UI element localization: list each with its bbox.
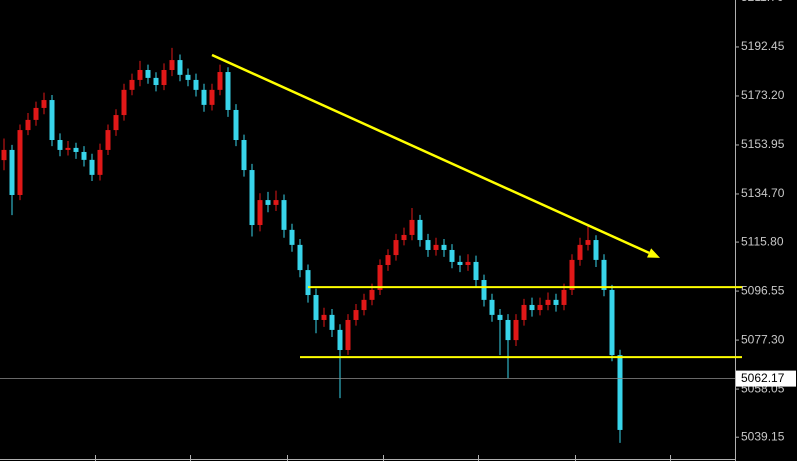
candle-body: [273, 200, 279, 205]
candle-body: [321, 314, 327, 320]
candle-body: [401, 234, 407, 241]
candle-body: [289, 229, 295, 245]
candle-body: [145, 70, 151, 78]
candle-body: [481, 280, 487, 300]
candle-body: [385, 255, 391, 265]
candle-body: [393, 240, 399, 256]
candle-body: [217, 72, 223, 90]
candle-body: [417, 219, 423, 241]
candle-body: [41, 100, 47, 108]
candle-body: [465, 261, 471, 265]
candle-body: [257, 200, 263, 226]
candle-body: [425, 240, 431, 250]
candle-body: [153, 77, 159, 86]
candle-body: [601, 259, 607, 290]
candle-body: [585, 240, 591, 245]
candle-body: [265, 200, 271, 205]
candle-body: [1, 149, 7, 161]
candle-body: [201, 89, 207, 105]
candle-body: [49, 100, 55, 141]
candle-body: [233, 109, 239, 141]
y-tick-label: 5096.55: [741, 283, 785, 297]
candle-body: [185, 74, 191, 80]
candle-body: [241, 140, 247, 171]
candle-body: [249, 170, 255, 226]
candle-body: [329, 314, 335, 330]
candle-body: [353, 310, 359, 320]
candle-body: [497, 314, 503, 320]
candle-body: [297, 244, 303, 271]
y-tick-label: 5173.20: [741, 88, 785, 102]
candle-body: [25, 119, 31, 131]
y-tick-label: 5115.80: [741, 234, 784, 248]
y-tick-label: 5192.45: [741, 39, 785, 53]
candle-body: [449, 249, 455, 262]
trend-line: [211, 53, 650, 255]
current-price-label: 5062.17: [741, 371, 785, 385]
y-tick-label: 5077.30: [741, 332, 785, 346]
candle-body: [209, 89, 215, 105]
candle-body: [65, 147, 71, 150]
candle-body: [129, 79, 135, 90]
candle-body: [521, 304, 527, 320]
candle-body: [441, 244, 447, 250]
candle-body: [105, 130, 111, 150]
candle-body: [121, 89, 127, 116]
candle-body: [225, 72, 231, 110]
candle-body: [73, 147, 79, 152]
candle-body: [9, 149, 15, 195]
candle-body: [513, 319, 519, 341]
candle-body: [169, 60, 175, 71]
candle-body: [33, 107, 39, 120]
candle-body: [529, 304, 535, 311]
candle-body: [17, 130, 23, 195]
candle-body: [457, 261, 463, 265]
candle-body: [489, 299, 495, 315]
candle-body: [193, 79, 199, 90]
candle-body: [545, 299, 551, 305]
time-ticks: [95, 455, 671, 461]
candle-body: [361, 299, 367, 311]
candle-body: [377, 264, 383, 290]
trend-arrowhead: [647, 248, 660, 258]
candle-body: [281, 200, 287, 230]
candle-body: [97, 149, 103, 175]
candle-body: [305, 270, 311, 296]
candle-body: [113, 115, 119, 131]
candle-body: [537, 304, 543, 311]
candle-body: [473, 261, 479, 281]
candle-body: [337, 329, 343, 351]
current-price-box: [736, 370, 796, 387]
candle-body: [505, 319, 511, 341]
candle-body: [577, 244, 583, 260]
candle-body: [57, 140, 63, 150]
candle-body: [433, 244, 439, 250]
candle-body: [89, 159, 95, 175]
y-tick-label: 5153.95: [741, 137, 785, 151]
y-tick-label: 5211.70: [741, 0, 784, 4]
candle-body: [161, 70, 167, 86]
candle-body: [81, 151, 87, 160]
candle-body: [553, 299, 559, 305]
candle-body: [609, 289, 615, 356]
candle-body: [617, 355, 623, 430]
candle-body: [313, 295, 319, 320]
candle-body: [345, 319, 351, 351]
candle-body: [569, 259, 575, 290]
candle-body: [593, 240, 599, 260]
candle-body: [409, 219, 415, 235]
candle-body: [177, 60, 183, 75]
y-tick-label: 5134.70: [741, 186, 785, 200]
candle-body: [137, 70, 143, 80]
candle-body: [561, 289, 567, 305]
candle-body: [369, 289, 375, 300]
y-tick-label: 5039.15: [741, 429, 785, 443]
